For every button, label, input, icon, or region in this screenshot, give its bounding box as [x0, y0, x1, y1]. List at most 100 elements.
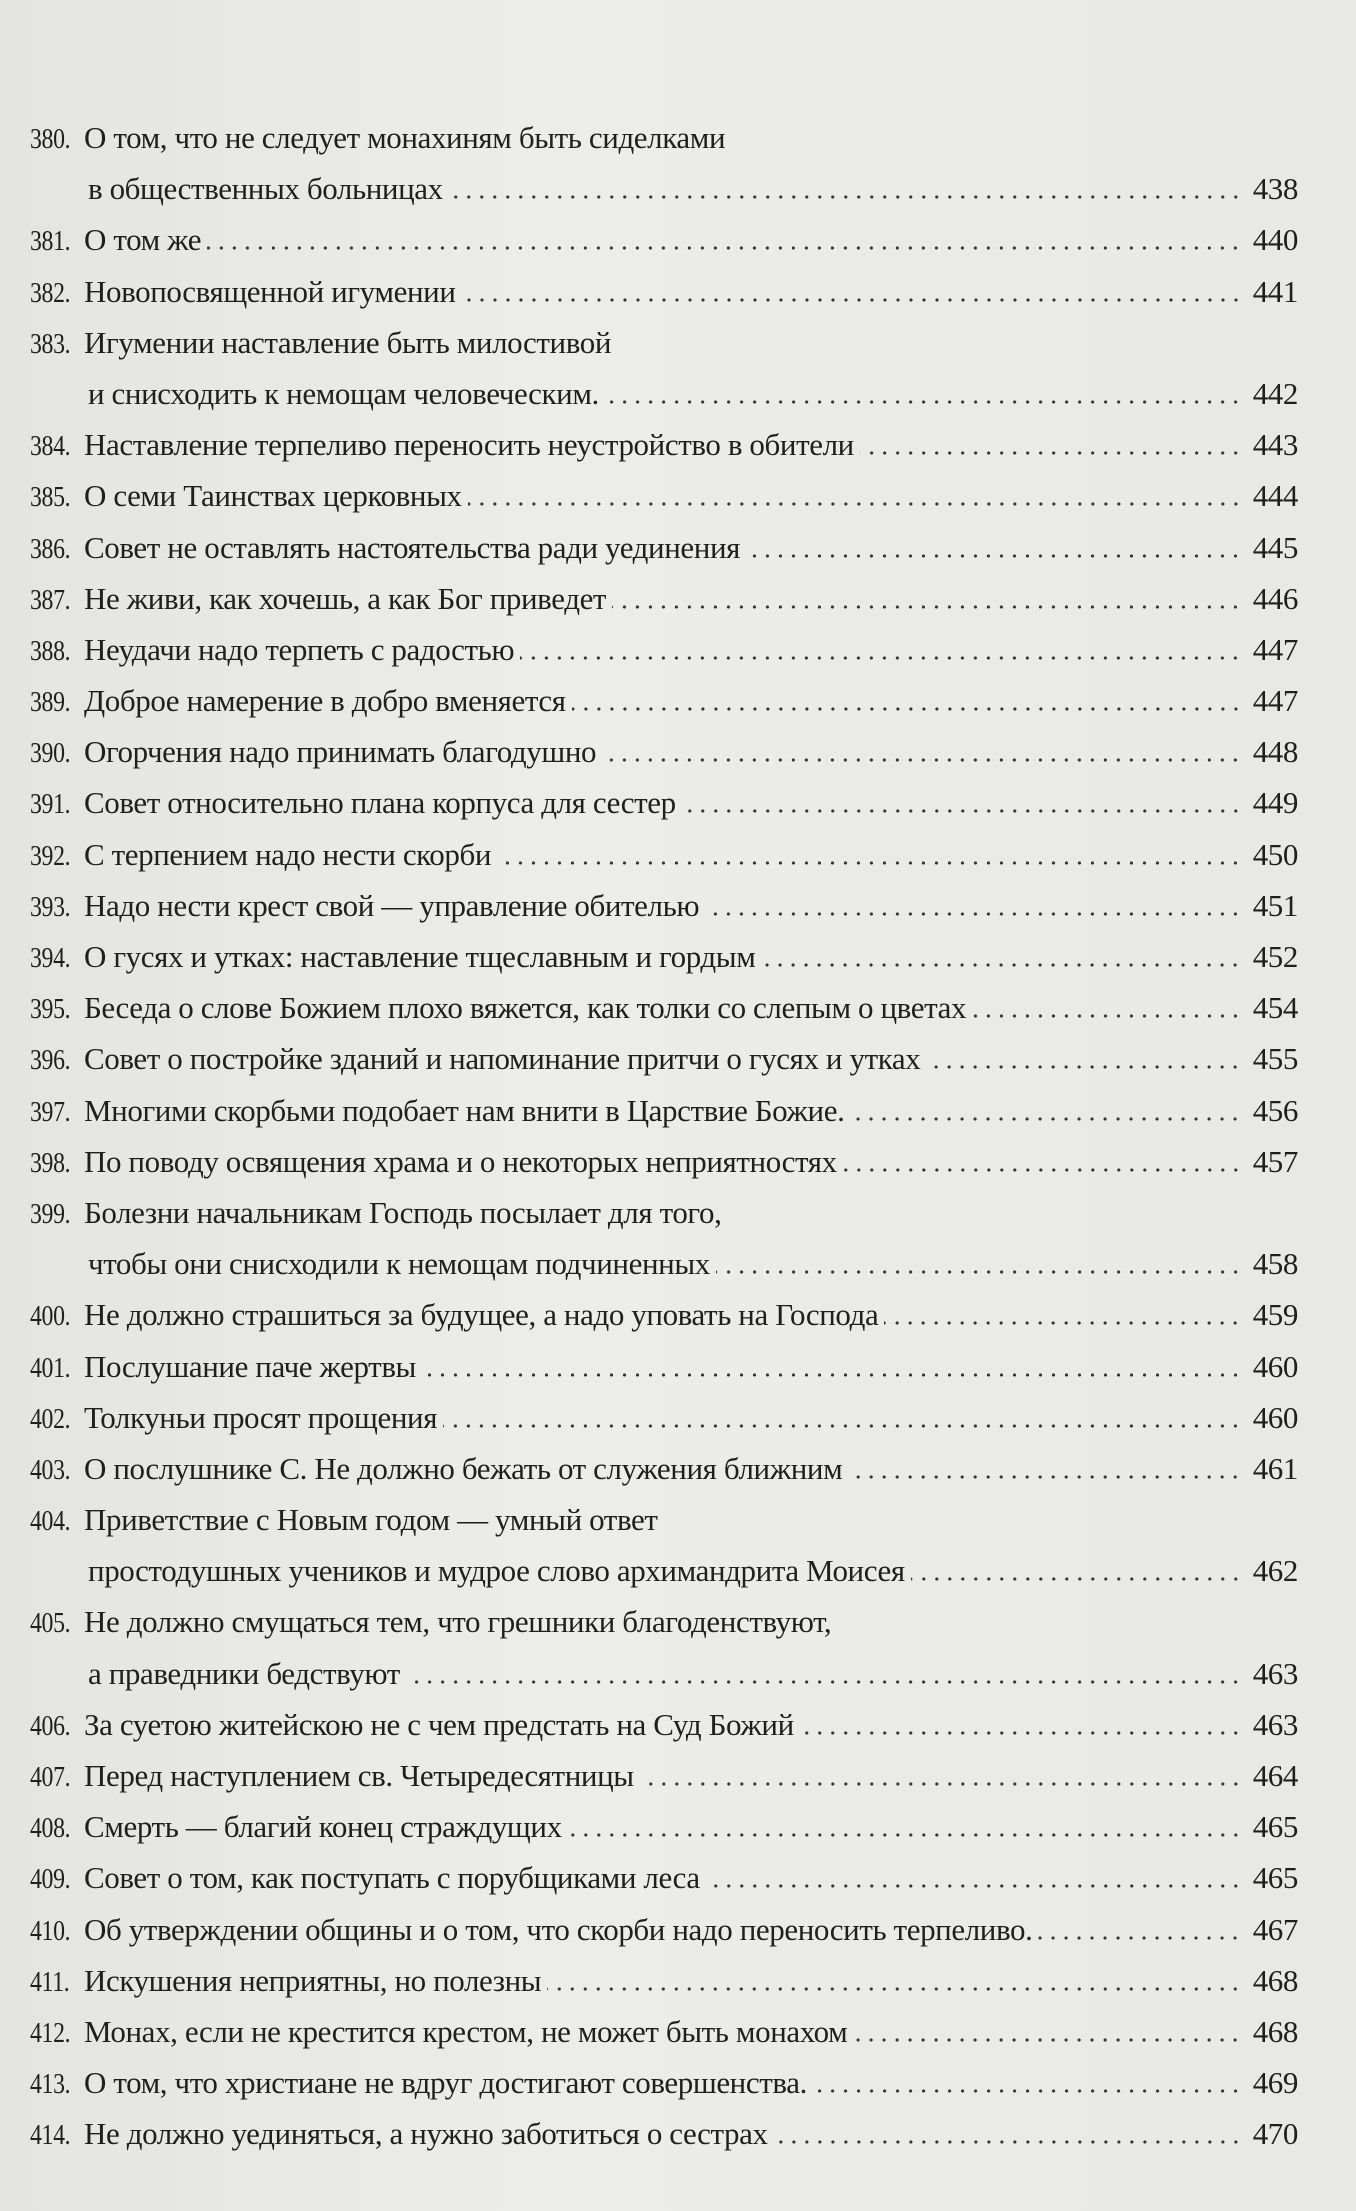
entry-title: Послушание паче жертвы — [84, 1348, 416, 1384]
dot-leader — [848, 1474, 1242, 1479]
toc-entry: 408. Смерть — благий конец страждущих 465 — [30, 1809, 1298, 1860]
entry-number: 405. — [30, 1607, 71, 1640]
toc-line: и снисходить к немощам человеческим. 442 — [30, 376, 1298, 427]
page-number: 449 — [1252, 785, 1299, 821]
toc-entry: 409. Совет о том, как поступать с порубщи… — [30, 1860, 1298, 1911]
page-number: 441 — [1252, 273, 1299, 309]
entry-number: 395. — [30, 993, 71, 1026]
entry-number: 401. — [30, 1351, 71, 1384]
toc-entry: 410. Об утверждении общины и о том, что с… — [30, 1912, 1298, 1963]
page-number: 465 — [1252, 1809, 1299, 1845]
toc-entry: 407. Перед наступлением св. Четыредесятни… — [30, 1758, 1298, 1809]
entry-title: Новопосвященной игумении — [84, 273, 456, 309]
dot-leader — [705, 1884, 1242, 1889]
dot-leader — [681, 809, 1242, 814]
entry-title: Наставление терпеливо переносить неустро… — [84, 427, 854, 463]
entry-number: 391. — [30, 788, 71, 821]
toc-entry: 394. О гусях и утках: наставление тщеслав… — [30, 939, 1298, 990]
dot-leader — [567, 1833, 1242, 1838]
page-number: 469 — [1252, 2065, 1299, 2101]
entry-title: Неудачи надо терпеть с радостью — [84, 631, 515, 667]
entry-number: 406. — [30, 1709, 71, 1742]
page-number: 447 — [1252, 683, 1299, 719]
entry-title: За суетою житейскою не с чем предстать н… — [84, 1706, 794, 1742]
page-number: 452 — [1252, 939, 1299, 974]
entry-number: 411. — [30, 1965, 70, 1998]
toc-entry: 393. Надо нести крест свой — управление о… — [30, 888, 1298, 939]
toc-entry: 395. Беседа о слове Божием плохо вяжется,… — [30, 990, 1298, 1041]
page-number: 451 — [1252, 887, 1299, 923]
dot-leader — [443, 1423, 1242, 1428]
dot-leader — [715, 1270, 1242, 1275]
dot-leader — [547, 1986, 1242, 1991]
toc-entry: 385. О семи Таинствах церковных 444 — [30, 478, 1298, 529]
dot-leader — [467, 502, 1242, 507]
toc-line: 382. Новопосвященной игумении 441 — [30, 274, 1298, 325]
toc-line: 388. Неудачи надо терпеть с радостью 447 — [30, 632, 1298, 683]
toc-line: 384. Наставление терпеливо переносить неу… — [30, 427, 1298, 478]
toc-entry: 388. Неудачи надо терпеть с радостью 447 — [30, 632, 1298, 683]
toc-entry: 412. Монах, если не крестится крестом, не… — [30, 2014, 1298, 2065]
page-number: 459 — [1252, 1297, 1299, 1333]
entry-title: Не живи, как хочешь, а как Бог приведет — [84, 580, 607, 616]
toc-line: 407. Перед наступлением св. Четыредесятни… — [30, 1758, 1298, 1809]
entry-title: Не должно смущаться тем, что грешники бл… — [84, 1604, 832, 1640]
dot-leader — [520, 655, 1242, 660]
entry-number: 385. — [30, 481, 71, 514]
page-number: 465 — [1252, 1860, 1299, 1896]
dot-leader — [972, 1014, 1242, 1019]
page-number: 460 — [1252, 1399, 1299, 1435]
entry-title: О послушнике С. Не должно бежать от служ… — [84, 1450, 843, 1486]
toc-entry: 380. О том, что не следует монахиням быть… — [30, 120, 1298, 222]
page-number: 462 — [1252, 1553, 1299, 1589]
dot-leader — [761, 963, 1242, 967]
entry-title: Совет относительно плана корпуса для сес… — [84, 785, 676, 821]
entry-title: Болезни начальникам Господь посылает для… — [84, 1194, 722, 1230]
dot-leader — [405, 1679, 1242, 1684]
entry-number: 399. — [30, 1197, 71, 1230]
toc-line: 387. Не живи, как хочешь, а как Бог приве… — [30, 581, 1298, 632]
toc-entry: 401. Послушание паче жертвы 460 — [30, 1349, 1298, 1400]
toc-line: 402. Толкуньи просят прощения 460 — [30, 1400, 1298, 1451]
entry-number: 409. — [30, 1863, 71, 1896]
toc-entry: 400. Не должно страшиться за будущее, а н… — [30, 1297, 1298, 1348]
toc-line: а праведники бедствуют 463 — [30, 1656, 1298, 1707]
toc-entry: 386. Совет не оставлять настоятельства ра… — [30, 530, 1298, 581]
page-number: 463 — [1252, 1706, 1299, 1742]
toc-entry: 398. По поводу освящения храма и о некото… — [30, 1144, 1298, 1195]
toc-entry: 413. О том, что христиане не вдруг достиг… — [30, 2065, 1298, 2116]
entry-title: Не должно уединяться, а нужно заботиться… — [84, 2116, 768, 2152]
page-number: 456 — [1252, 1092, 1299, 1128]
toc-line: 391. Совет относительно плана корпуса для… — [30, 785, 1298, 836]
page-number: 468 — [1252, 2013, 1299, 2049]
entry-title: О том, что христиане не вдруг достигают … — [84, 2065, 807, 2101]
entry-title: Смерть — благий конец страждущих — [84, 1809, 562, 1845]
entry-title: Совет о постройке зданий и напоминание п… — [84, 1041, 921, 1077]
entry-number: 393. — [30, 890, 71, 923]
toc-line: 397. Многими скорбьми подобает нам внити … — [30, 1093, 1298, 1144]
dot-leader — [571, 707, 1242, 712]
entry-number: 380. — [30, 123, 71, 155]
entry-number: 403. — [30, 1453, 71, 1486]
toc-line: 406. За суетою житейскою не с чем предста… — [30, 1707, 1298, 1758]
toc-line: 396. Совет о постройке зданий и напоминан… — [30, 1041, 1298, 1092]
entry-title: Беседа о слове Божием плохо вяжется, как… — [84, 990, 967, 1026]
entry-title: Не должно страшиться за будущее, а надо … — [84, 1297, 879, 1333]
page-number: 458 — [1252, 1246, 1299, 1282]
toc-entry: 414. Не должно уединяться, а нужно заботи… — [30, 2116, 1298, 2167]
toc-line: 414. Не должно уединяться, а нужно заботи… — [30, 2116, 1298, 2167]
dot-leader — [497, 860, 1242, 865]
toc-line: 392. С терпением надо нести скорби 450 — [30, 837, 1298, 888]
entry-number: 394. — [30, 942, 71, 974]
entry-number: 382. — [30, 276, 71, 309]
toc-entry: 387. Не живи, как хочешь, а как Бог приве… — [30, 581, 1298, 632]
toc-line: 411. Искушения неприятны, но полезны 468 — [30, 1963, 1298, 2014]
dot-leader — [746, 553, 1242, 558]
dot-leader — [910, 1577, 1242, 1582]
dot-leader — [461, 297, 1242, 302]
entry-number: 397. — [30, 1095, 71, 1128]
toc-entry: 404. Приветствие с Новым годом — умный от… — [30, 1502, 1298, 1604]
entry-title: и снисходить к немощам человеческим. — [88, 375, 599, 411]
toc-line: 400. Не должно страшиться за будущее, а н… — [30, 1297, 1298, 1348]
toc-entry: 381. О том же 440 — [30, 222, 1298, 273]
